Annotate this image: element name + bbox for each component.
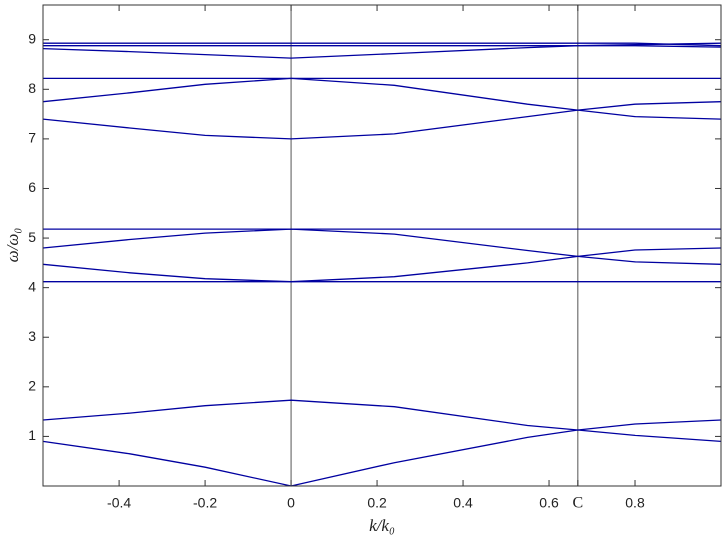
x-tick-label: 0.6 <box>539 495 559 511</box>
band-line <box>42 429 722 487</box>
x-tick-label: -0.4 <box>107 495 131 511</box>
band-line <box>42 101 722 140</box>
y-tick-label: 4 <box>28 278 36 294</box>
x-axis-label: k/k₀ <box>369 516 395 535</box>
y-tick-label: 8 <box>28 80 36 96</box>
band-line <box>42 42 722 59</box>
band-line <box>42 77 722 120</box>
x-tick-label: 0 <box>287 495 295 511</box>
band-line <box>43 42 722 47</box>
y-axis-label: ω/ω₀ <box>3 228 22 263</box>
y-tick-label: 6 <box>28 179 36 195</box>
y-tick-label: 3 <box>28 328 36 344</box>
x-tick-label: 0.2 <box>367 495 387 511</box>
x-tick-label: 0.4 <box>453 495 473 511</box>
x-tick-label: C <box>572 495 583 512</box>
band-line <box>42 399 722 431</box>
band-line <box>43 45 722 48</box>
y-tick-label: 7 <box>28 130 36 146</box>
plot-frame <box>42 4 722 487</box>
band-line <box>42 247 722 283</box>
x-tick-label: -0.2 <box>193 495 217 511</box>
y-tick-label: 2 <box>28 378 36 394</box>
band-line <box>42 228 722 265</box>
x-tick-label: 0.8 <box>625 495 645 511</box>
y-tick-label: 5 <box>28 229 36 245</box>
y-tick-label: 9 <box>28 30 36 46</box>
y-tick-label: 1 <box>28 427 36 443</box>
